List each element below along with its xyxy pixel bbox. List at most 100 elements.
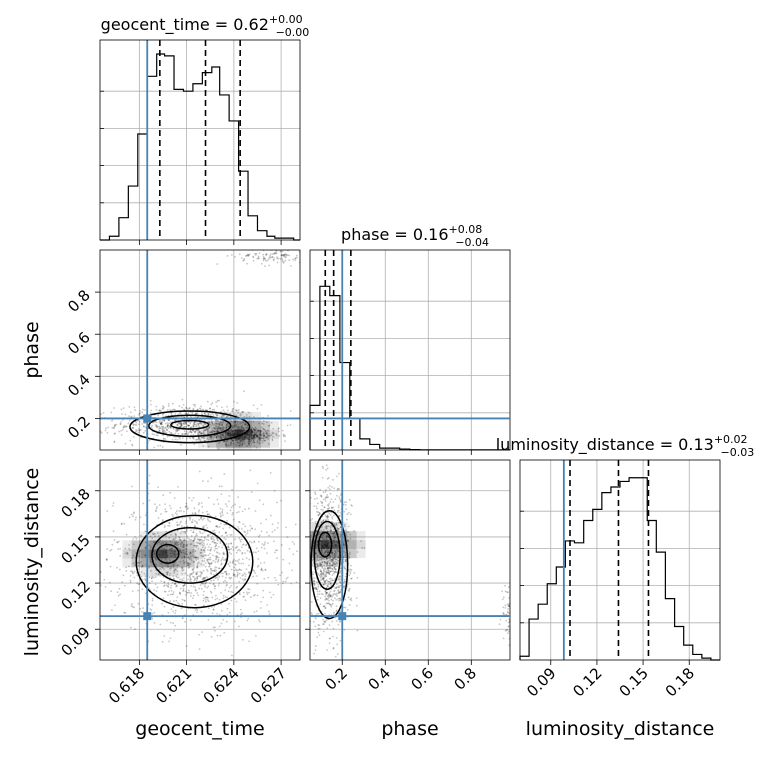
luminosity_distance-vs-phase-sample [332, 500, 335, 503]
phase-vs-geocent_time-sample [158, 425, 161, 428]
luminosity_distance-vs-geocent_time-sample [150, 577, 153, 580]
phase-vs-geocent_time-sample [155, 424, 158, 427]
luminosity_distance-vs-phase-sample [317, 573, 320, 575]
phase-vs-geocent_time-sample [196, 422, 199, 424]
luminosity_distance-vs-geocent_time-sample [212, 530, 214, 532]
phase-vs-geocent_time-sample [233, 425, 236, 428]
luminosity_distance-vs-geocent_time-sample [192, 496, 195, 499]
phase-vs-geocent_time-sample [255, 252, 258, 255]
luminosity_distance-vs-geocent_time-sample [136, 582, 138, 585]
luminosity_distance-vs-phase-sample [329, 564, 332, 566]
luminosity_distance-vs-phase-sample [319, 573, 322, 576]
luminosity_distance-vs-geocent_time-sample [192, 531, 195, 534]
luminosity_distance-vs-phase-density-cell [347, 531, 357, 541]
luminosity_distance-vs-phase-sample [326, 514, 329, 517]
luminosity_distance-vs-geocent_time-sample [182, 539, 185, 542]
luminosity_distance-vs-phase-sample [339, 620, 341, 623]
phase-vs-geocent_time-sample [284, 256, 287, 259]
luminosity_distance-vs-geocent_time-sample [232, 574, 235, 577]
phase-vs-geocent_time-sample [196, 429, 199, 432]
phase-vs-geocent_time-sample [259, 439, 262, 441]
phase-vs-geocent_time-sample [115, 423, 118, 426]
luminosity_distance-vs-geocent_time-sample [154, 503, 156, 506]
phase-vs-geocent_time-sample [156, 426, 159, 429]
luminosity_distance-vs-geocent_time-sample [214, 532, 217, 535]
phase-vs-geocent_time-density-cell [261, 420, 271, 430]
phase-vs-geocent_time-sample [139, 420, 141, 423]
luminosity_distance-vs-geocent_time-sample [219, 540, 222, 543]
luminosity_distance-vs-geocent_time-sample [260, 567, 263, 570]
phase-vs-geocent_time-sample [187, 433, 189, 436]
luminosity_distance-vs-phase-sample [332, 561, 335, 564]
phase-vs-geocent_time-sample [175, 430, 178, 433]
luminosity_distance-vs-geocent_time-sample [195, 556, 198, 559]
luminosity_distance-vs-geocent_time-sample [260, 522, 262, 525]
luminosity_distance-vs-phase-density-cell [310, 531, 312, 541]
luminosity_distance-vs-geocent_time-sample [272, 593, 275, 596]
luminosity_distance-vs-geocent_time-sample [180, 530, 183, 533]
phase-vs-geocent_time-sample [270, 421, 273, 424]
luminosity_distance-vs-geocent_time-sample [199, 542, 202, 545]
luminosity_distance-vs-phase-sample [502, 611, 505, 614]
luminosity_distance-vs-geocent_time-sample [165, 558, 167, 561]
phase-vs-geocent_time-density-cell [243, 420, 253, 430]
phase-vs-geocent_time-sample [204, 409, 207, 412]
phase-vs-geocent_time-density-cell [234, 411, 244, 421]
luminosity_distance-vs-geocent_time-sample [194, 589, 197, 591]
luminosity_distance-vs-geocent_time-sample [182, 549, 185, 552]
phase-vs-geocent_time-sample [254, 433, 257, 436]
phase-vs-geocent_time-sample [176, 423, 179, 426]
luminosity_distance-vs-geocent_time-sample [221, 512, 224, 514]
luminosity_distance-vs-geocent_time-sample [247, 588, 250, 590]
phase-vs-geocent_time-sample [233, 424, 236, 427]
phase-vs-geocent_time-sample [301, 432, 303, 434]
phase-vs-geocent_time-sample [252, 428, 255, 431]
luminosity_distance-vs-geocent_time-sample [234, 597, 236, 600]
luminosity_distance-vs-phase-sample [324, 590, 327, 593]
phase-vs-geocent_time-sample [234, 422, 237, 424]
phase-vs-geocent_time-sample [208, 438, 210, 441]
luminosity_distance-vs-phase-sample [349, 570, 352, 573]
luminosity_distance-vs-geocent_time-sample [206, 570, 209, 572]
luminosity_distance-vs-phase-sample [330, 529, 332, 532]
phase-vs-geocent_time-sample [231, 439, 234, 442]
luminosity_distance-vs-geocent_time-sample [167, 571, 169, 573]
luminosity_distance-vs-geocent_time-sample [191, 521, 194, 524]
luminosity_distance-vs-phase-sample [325, 534, 328, 537]
phase-vs-geocent_time-sample [214, 413, 217, 416]
luminosity_distance-vs-geocent_time-sample [238, 568, 241, 571]
luminosity_distance-vs-phase-sample [345, 558, 348, 561]
luminosity_distance-vs-phase-sample [315, 530, 318, 533]
phase-vs-geocent_time-sample [275, 250, 278, 253]
phase-vs-geocent_time-sample [230, 428, 232, 431]
luminosity_distance-vs-phase-sample [314, 645, 317, 647]
luminosity_distance-vs-geocent_time-sample [288, 547, 291, 550]
luminosity_distance-vs-phase-frame [309, 459, 511, 661]
luminosity_distance-vs-phase-contour-0 [317, 531, 333, 558]
phase-vs-geocent_time-sample [113, 440, 116, 443]
luminosity_distance-vs-geocent_time-sample [185, 544, 187, 547]
luminosity_distance-vs-phase-sample [506, 610, 509, 613]
phase-vs-geocent_time-sample [164, 430, 166, 433]
phase-vs-geocent_time-sample [231, 425, 234, 427]
luminosity_distance-vs-geocent_time-sample [194, 550, 197, 553]
phase-vs-geocent_time-sample [159, 422, 162, 425]
luminosity_distance-vs-geocent_time-sample [194, 556, 196, 559]
phase-vs-geocent_time-density-cell [243, 429, 253, 439]
phase-vs-geocent_time-sample [135, 424, 138, 426]
luminosity_distance-vs-phase-sample [339, 590, 341, 593]
luminosity_distance-vs-geocent_time-sample [133, 606, 135, 609]
luminosity_distance-vs-phase-sample [307, 620, 309, 622]
luminosity_distance-vs-geocent_time-sample [242, 562, 245, 565]
phase-vs-geocent_time-sample [218, 442, 221, 444]
phase-vs-geocent_time-sample [217, 427, 220, 430]
luminosity_distance-vs-geocent_time-sample [166, 545, 169, 548]
luminosity_distance-vs-phase-sample [327, 515, 329, 518]
luminosity_distance-vs-geocent_time-sample [217, 559, 220, 562]
phase-vs-geocent_time-sample [210, 421, 213, 423]
luminosity_distance-vs-geocent_time-sample [137, 589, 139, 592]
luminosity_distance-vs-phase-density-cell [329, 549, 339, 559]
luminosity_distance-vs-phase-sample [319, 532, 321, 535]
luminosity_distance-vs-phase-sample [350, 597, 353, 600]
phase-vs-geocent_time-sample [290, 264, 292, 267]
